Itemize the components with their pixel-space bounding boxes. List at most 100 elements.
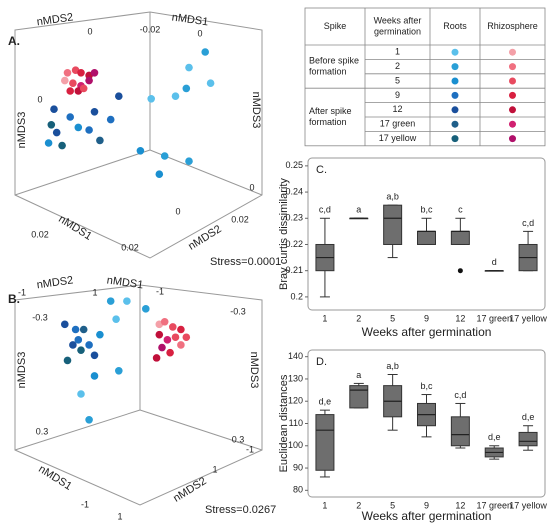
point — [79, 84, 88, 93]
point — [69, 79, 77, 87]
point — [96, 330, 104, 339]
y-tick-label: 130 — [288, 373, 303, 383]
point — [115, 92, 123, 100]
table-cell: 17 yellow — [379, 133, 417, 143]
axis-label: nMDS3 — [16, 112, 28, 149]
box — [450, 230, 470, 245]
stress-label: Stress=0.0001 — [210, 256, 281, 268]
panel-b-box — [14, 284, 263, 506]
point — [66, 87, 74, 95]
point — [169, 323, 177, 331]
point — [96, 136, 104, 145]
y-tick-label: 0.23 — [285, 213, 303, 223]
group-label: Before spike formation — [309, 56, 359, 77]
tick-label: 1 — [117, 511, 122, 521]
panel-label: D. — [316, 356, 327, 368]
axis-label: nMDS2 — [36, 11, 74, 28]
stress-label: Stress=0.0267 — [205, 504, 276, 516]
axis-label: nMDS3 — [16, 352, 28, 389]
rhizosphere-swatch — [509, 48, 516, 56]
cube-edge — [139, 409, 263, 451]
point — [58, 141, 66, 150]
rhizosphere-swatch — [509, 63, 516, 71]
point — [115, 366, 123, 375]
point — [201, 48, 209, 56]
tick-label: 0.02 — [31, 229, 49, 239]
point — [185, 157, 193, 165]
point — [90, 108, 99, 116]
roots-swatch — [451, 135, 459, 143]
panel-label: A. — [8, 34, 20, 48]
y-axis-label: Bray curtis dissimilarity — [278, 178, 290, 290]
point — [182, 333, 191, 342]
point — [142, 305, 150, 313]
point — [77, 390, 85, 398]
table: Spike Weeks after germination Roots Rhizosph… — [304, 7, 546, 147]
box — [518, 431, 538, 447]
x-tick-label: 2 — [356, 313, 361, 323]
axis-label: nMDS1 — [106, 274, 144, 291]
table-header: Weeks after germination — [374, 16, 422, 37]
table-border — [304, 7, 546, 147]
point — [79, 325, 88, 334]
x-tick-label: 17 yellow — [509, 500, 547, 510]
point — [177, 325, 185, 334]
plot-frame — [307, 157, 546, 311]
group-letter: d — [492, 257, 497, 267]
group-letter: c,d — [522, 218, 534, 228]
rhizosphere-swatch — [509, 120, 516, 128]
y-tick-label: 0.2 — [290, 291, 303, 301]
group-letter: a,b — [386, 192, 399, 202]
y-tick-label: 0.22 — [285, 239, 303, 249]
x-tick-label: 5 — [390, 313, 395, 323]
tick-label: -1 — [246, 444, 254, 454]
point — [69, 341, 77, 349]
table-cell: 9 — [395, 90, 400, 100]
cube-edge — [149, 149, 263, 196]
point — [77, 69, 85, 77]
y-tick-label: 100 — [288, 440, 303, 450]
tick-label: 0 — [87, 26, 92, 36]
axis-label: nMDS2 — [171, 475, 208, 505]
cube-edge — [14, 149, 151, 196]
point — [52, 128, 61, 137]
point — [155, 330, 164, 339]
point — [163, 336, 172, 344]
tick-label: -1 — [18, 287, 26, 297]
panel-label: C. — [316, 164, 327, 176]
roots-swatch — [451, 106, 459, 114]
point — [61, 320, 69, 329]
tick-label: -1 — [81, 499, 89, 509]
box — [349, 385, 369, 409]
table-cell: 17 green — [380, 119, 416, 129]
tick-label: 0 — [197, 28, 202, 38]
point — [44, 139, 53, 147]
x-axis-label: Weeks after germination — [362, 325, 492, 339]
point — [85, 416, 93, 424]
point — [85, 76, 93, 85]
point — [85, 341, 93, 349]
table-cell: 2 — [395, 61, 400, 71]
point — [47, 121, 56, 129]
point — [160, 317, 169, 326]
rhizosphere-swatch — [509, 135, 516, 143]
axis-label: nMDS2 — [36, 274, 74, 291]
group-letter: c — [458, 205, 463, 215]
roots-swatch — [451, 120, 459, 128]
rhizosphere-swatch — [509, 91, 516, 99]
table-cell: 5 — [395, 75, 400, 85]
tick-label: 0.02 — [231, 214, 249, 224]
tick-label: -1 — [156, 286, 164, 296]
x-tick-label: 12 — [455, 500, 465, 510]
group-letter: d,e — [488, 432, 501, 442]
point — [66, 113, 74, 121]
box — [315, 414, 335, 471]
outlier — [457, 268, 463, 274]
x-tick-label: 9 — [424, 500, 429, 510]
point — [158, 343, 166, 352]
rhizosphere-swatch — [509, 77, 516, 85]
table-cell: 12 — [392, 104, 402, 114]
group-letter: b,c — [420, 205, 433, 215]
point — [136, 147, 145, 155]
box — [417, 230, 436, 245]
